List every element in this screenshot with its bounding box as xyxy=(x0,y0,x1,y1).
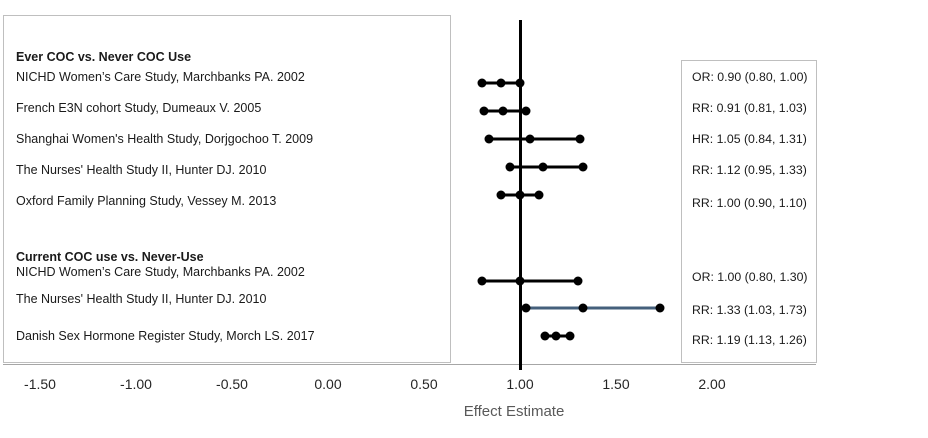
study-labels-box xyxy=(3,15,451,363)
study-label: The Nurses' Health Study II, Hunter DJ. … xyxy=(16,292,267,306)
ci-lower-marker xyxy=(521,303,531,313)
estimate-text: RR: 1.00 (0.90, 1.10) xyxy=(692,196,807,210)
estimate-text: RR: 1.33 (1.03, 1.73) xyxy=(692,303,807,317)
study-label: French E3N cohort Study, Dumeaux V. 2005 xyxy=(16,101,262,115)
estimate-text: RR: 1.12 (0.95, 1.33) xyxy=(692,163,807,177)
study-label: Shanghai Women's Health Study, Dorjgocho… xyxy=(16,132,314,146)
estimate-text: RR: 1.19 (1.13, 1.26) xyxy=(692,333,807,347)
ci-lower-marker xyxy=(477,78,487,88)
ci-upper-marker xyxy=(521,106,531,116)
group-heading: Current COC use vs. Never-Use xyxy=(16,250,204,264)
x-axis-tick-label: 1.00 xyxy=(506,376,534,392)
x-axis-title: Effect Estimate xyxy=(463,403,565,420)
point-estimate-marker xyxy=(498,106,508,116)
point-estimate-marker xyxy=(538,162,548,172)
ci-lower-marker xyxy=(505,162,515,172)
study-label: NICHD Women’s Care Study, Marchbanks PA.… xyxy=(16,265,305,279)
x-axis-tick-label: 0.50 xyxy=(410,376,438,392)
x-axis-tick-label: -1.50 xyxy=(24,376,56,392)
ci-line xyxy=(525,306,661,310)
ci-lower-marker xyxy=(484,134,494,144)
ci-upper-marker xyxy=(655,303,665,313)
point-estimate-marker xyxy=(578,303,588,313)
ci-lower-marker xyxy=(496,190,506,200)
ci-lower-marker xyxy=(479,106,489,116)
study-label: NICHD Women’s Care Study, Marchbanks PA.… xyxy=(16,70,305,84)
x-axis-tick-label: 0.00 xyxy=(314,376,342,392)
ci-lower-marker xyxy=(540,331,550,341)
point-estimate-marker xyxy=(515,276,525,286)
ci-upper-marker xyxy=(534,190,544,200)
point-estimate-marker xyxy=(515,190,525,200)
point-estimate-marker xyxy=(496,78,506,88)
ci-lower-marker xyxy=(477,276,487,286)
x-axis-tick-label: 2.00 xyxy=(698,376,726,392)
ci-line xyxy=(489,137,580,141)
point-estimate-marker xyxy=(525,134,535,144)
group-heading: Ever COC vs. Never COC Use xyxy=(16,50,192,64)
estimates-box xyxy=(681,60,817,363)
estimate-text: HR: 1.05 (0.84, 1.31) xyxy=(692,132,807,146)
ci-line xyxy=(481,279,578,283)
x-axis-line xyxy=(3,364,816,365)
ci-upper-marker xyxy=(578,162,588,172)
estimate-text: RR: 0.91 (0.81, 1.03) xyxy=(692,101,807,115)
ci-upper-marker xyxy=(515,78,525,88)
estimate-text: OR: 1.00 (0.80, 1.30) xyxy=(692,270,808,284)
x-axis-tick-label: 1.50 xyxy=(602,376,630,392)
x-axis-tick-label: -1.00 xyxy=(120,376,152,392)
point-estimate-marker xyxy=(551,331,561,341)
ci-upper-marker xyxy=(565,331,575,341)
study-label: Oxford Family Planning Study, Vessey M. … xyxy=(16,194,277,208)
ci-upper-marker xyxy=(575,134,585,144)
study-label: Danish Sex Hormone Register Study, Morch… xyxy=(16,329,315,343)
ci-upper-marker xyxy=(573,276,583,286)
estimate-text: OR: 0.90 (0.80, 1.00) xyxy=(692,70,808,84)
study-label: The Nurses' Health Study II, Hunter DJ. … xyxy=(16,163,267,177)
x-axis-tick-label: -0.50 xyxy=(216,376,248,392)
